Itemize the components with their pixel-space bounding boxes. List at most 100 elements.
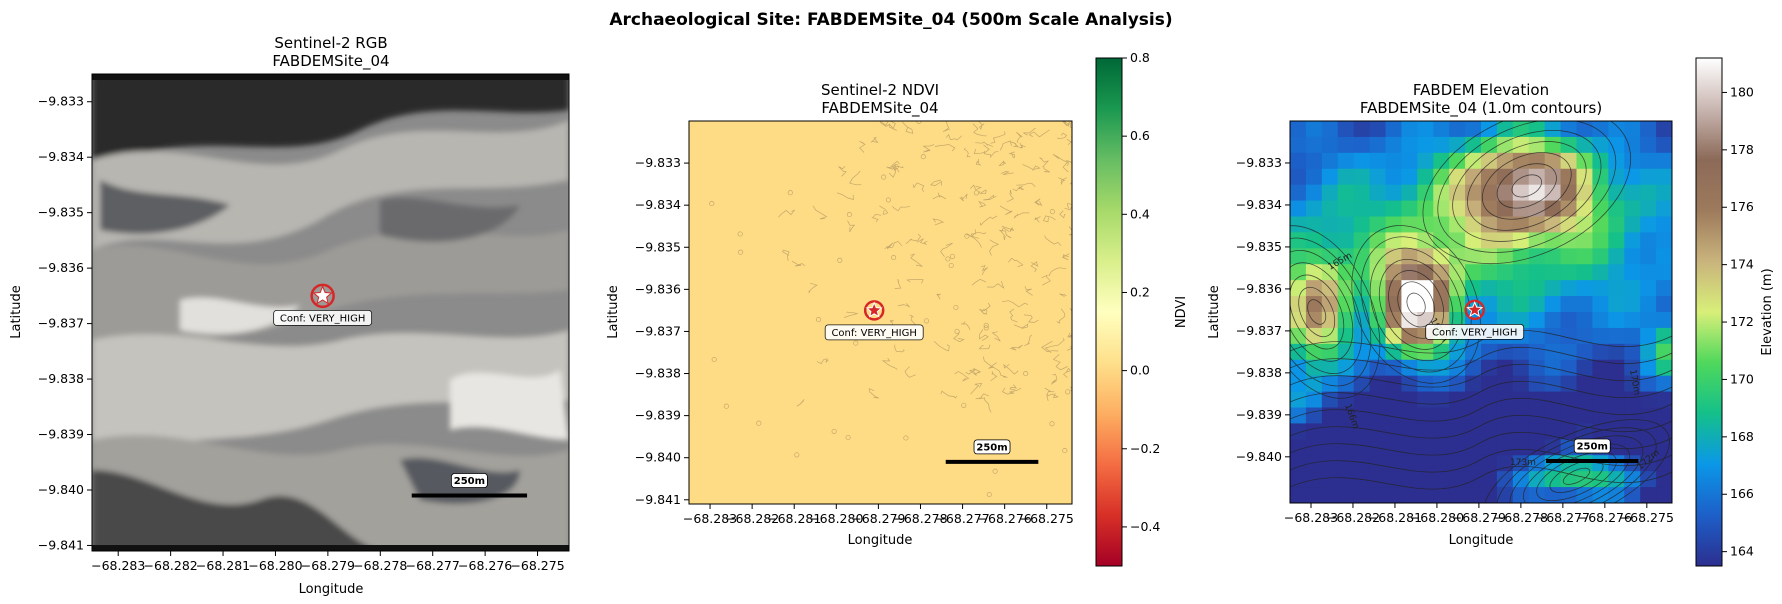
- elevation-cell: [1290, 455, 1307, 472]
- ndvi-contour: [1046, 393, 1059, 401]
- elevation-cell: [1401, 216, 1418, 234]
- elevation-cell: [1417, 423, 1434, 440]
- elevation-cell: [1544, 312, 1562, 329]
- elevation-cell: [1385, 168, 1403, 186]
- elevation-cell: [1417, 152, 1434, 170]
- elevation-cell: [1305, 184, 1323, 202]
- elevation-cell: [1449, 216, 1466, 234]
- elevation-cell: [1449, 121, 1466, 138]
- contour-label: 170m: [1627, 369, 1641, 396]
- elevation-cell: [1656, 184, 1672, 202]
- elevation-cell: [1592, 216, 1609, 234]
- elev-x-ticks: −68.283−68.282−68.281−68.280−68.279−68.2…: [1284, 503, 1674, 525]
- elevation-contour: [1481, 152, 1572, 220]
- elevation-cell: [1449, 152, 1466, 170]
- elevation-cell: [1592, 264, 1609, 281]
- ndvi-contour: [837, 257, 843, 263]
- elevation-contour: [1290, 363, 1672, 388]
- elevation-cell: [1528, 184, 1546, 202]
- ndvi-contour: [1003, 363, 1019, 375]
- ndvi-contour: [998, 160, 1006, 167]
- elevation-cell: [1528, 152, 1546, 170]
- ndvi-contour: [1056, 308, 1066, 324]
- ndvi-contour: [992, 468, 998, 474]
- elevation-contour: [1483, 419, 1670, 503]
- elevation-cell: [1608, 152, 1625, 170]
- elevation-cell: [1576, 327, 1594, 345]
- x-tick-label: −68.275: [1620, 510, 1674, 525]
- ndvi-contour: [1049, 421, 1055, 427]
- elevation-cell: [1560, 312, 1578, 329]
- ndvi-contour: [949, 253, 956, 259]
- elevation-cell: [1656, 327, 1672, 345]
- elevation-cell: [1290, 264, 1307, 281]
- elevation-cell: [1449, 168, 1466, 186]
- elevation-cell: [1481, 152, 1498, 170]
- elevation-contour: [1562, 467, 1591, 485]
- elevation-cell: [1576, 375, 1594, 393]
- elevation-cell: [1656, 216, 1672, 234]
- elevation-cell: [1640, 280, 1657, 297]
- elevation-cell: [1560, 391, 1578, 409]
- elevation-cell: [1512, 296, 1530, 313]
- elevation-cell: [1321, 136, 1339, 154]
- elevation-cell: [1465, 232, 1482, 249]
- elevation-cell: [1544, 264, 1562, 281]
- ndvi-contour: [963, 147, 971, 158]
- ndvi-contour: [893, 164, 899, 170]
- ndvi-contour: [1034, 198, 1043, 207]
- elevation-cell: [1656, 296, 1672, 313]
- elevation-cell: [1353, 439, 1371, 456]
- ndvi-contour: [894, 278, 902, 289]
- elevation-cell: [1385, 121, 1403, 138]
- elevation-cell: [1544, 184, 1562, 202]
- elevation-cell: [1433, 407, 1450, 425]
- elevation-cell: [1321, 487, 1339, 503]
- elevation-cell: [1401, 312, 1418, 329]
- colorbar-tick-label: 0.4: [1130, 206, 1150, 221]
- elevation-cell: [1496, 455, 1514, 472]
- elevation-cell: [1560, 264, 1578, 281]
- ndvi-contour: [983, 150, 999, 159]
- elevation-cell: [1608, 232, 1625, 249]
- elevation-cell: [1321, 152, 1339, 170]
- elevation-cell: [1337, 343, 1355, 361]
- ndvi-contour: [890, 160, 900, 172]
- site-label-box: [824, 324, 924, 341]
- ndvi-contour: [1008, 151, 1016, 159]
- elevation-cell: [1608, 359, 1625, 377]
- ndvi-contour: [1069, 181, 1072, 185]
- ndvi-contour: [975, 393, 989, 400]
- elevation-cell: [1576, 184, 1594, 202]
- ndvi-contour: [906, 278, 924, 284]
- elevation-contour: [1307, 299, 1327, 325]
- elevation-cell: [1433, 471, 1450, 488]
- ndvi-contour: [859, 140, 866, 153]
- ndvi-contour: [881, 357, 898, 370]
- elevation-contour: [1437, 121, 1617, 253]
- elevation-cell: [1433, 152, 1450, 170]
- ndvi-contour: [1052, 153, 1069, 166]
- scale-bar-label: 250m: [976, 442, 1007, 453]
- elevation-cell: [1560, 200, 1578, 218]
- elevation-cell: [1449, 487, 1466, 503]
- rgb-image: [92, 74, 569, 551]
- elevation-cell: [1401, 184, 1418, 202]
- site-ring: [310, 283, 335, 309]
- ndvi-contour: [917, 238, 928, 245]
- elevation-cell: [1560, 232, 1578, 249]
- elevation-cell: [1528, 471, 1546, 488]
- elevation-contour: [1290, 346, 1672, 371]
- elevation-cell: [1369, 455, 1387, 472]
- elevation-cell: [1528, 248, 1546, 265]
- elevation-cell: [1528, 280, 1546, 297]
- x-tick-label: −68.276: [1578, 510, 1632, 525]
- elevation-cell: [1433, 264, 1450, 281]
- ndvi-contour: [838, 165, 847, 177]
- colorbar-tick-label: 174: [1730, 257, 1754, 272]
- elevation-cell: [1560, 121, 1578, 138]
- x-tick-label: −68.282: [144, 558, 198, 573]
- elevation-cell: [1449, 264, 1466, 281]
- elevation-cell: [1512, 121, 1530, 138]
- y-tick-label: −9.836: [38, 260, 84, 275]
